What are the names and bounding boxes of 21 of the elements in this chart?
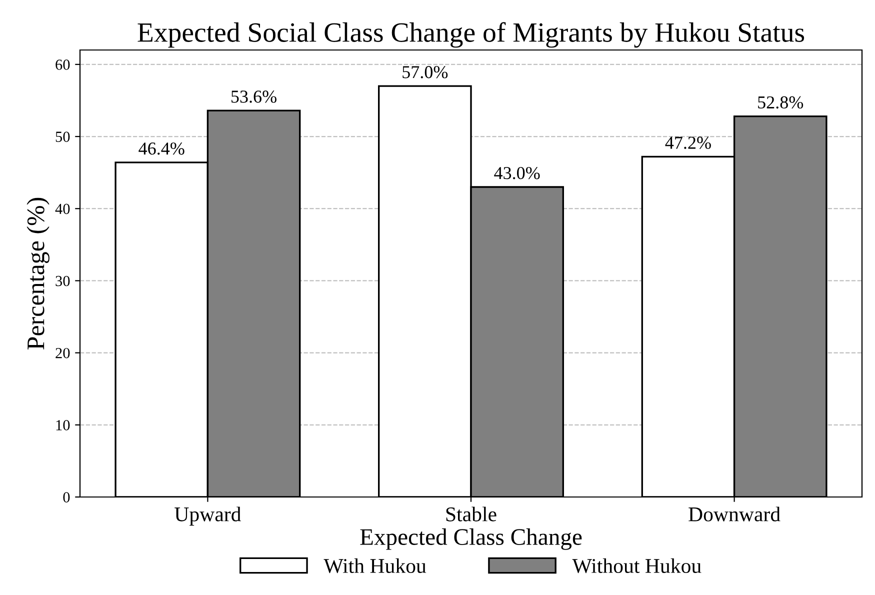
chart-title: Expected Social Class Change of Migrants by Hukou Status [138, 22, 804, 48]
legend-label: With Hukou [324, 558, 426, 574]
y-tick-label: 10 [56, 420, 70, 430]
y-tick-label: 40 [55, 204, 70, 214]
y-tick-label: 20 [56, 348, 70, 358]
data-label: 53.6% [232, 90, 276, 103]
x-tick-label: Downward [688, 506, 780, 522]
data-label: 47.2% [665, 136, 711, 149]
data-label: 43.0% [494, 166, 540, 180]
y-tick-label: 30 [56, 276, 70, 286]
x-tick-label: Upward [174, 506, 241, 526]
y-tick-label: 50 [56, 132, 70, 142]
data-label: 52.8% [758, 96, 804, 109]
legend-label: Without Hukou [572, 558, 702, 574]
y-tick-label: 60 [56, 60, 70, 70]
y-tick-label: 0 [63, 492, 70, 502]
x-tick-label: Stable [446, 506, 496, 522]
data-label: 57.0% [402, 66, 448, 78]
y-axis-title: Percentage (%) [26, 198, 50, 350]
data-label: 46.4% [138, 142, 184, 155]
x-axis-title: Expected Class Change [360, 528, 582, 550]
